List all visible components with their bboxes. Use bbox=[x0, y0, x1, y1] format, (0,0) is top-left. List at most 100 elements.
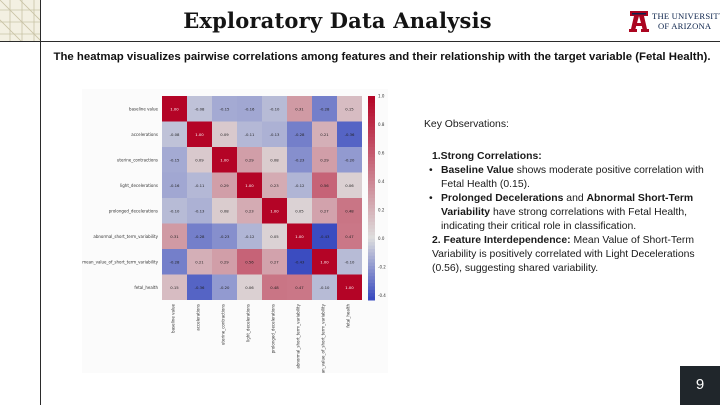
colorbar-segment bbox=[368, 249, 375, 253]
bullet-prolonged: • Prolonged Decelerations and Abnormal S… bbox=[424, 192, 714, 234]
cell-value-label: -0.28 bbox=[170, 259, 180, 264]
cell-value-label: 0.15 bbox=[170, 285, 179, 290]
cell-value-label: 0.56 bbox=[320, 183, 329, 188]
cell-value-label: 1.00 bbox=[270, 208, 279, 213]
heatmap-cell bbox=[187, 121, 212, 147]
bullet-2-bold-1: Prolonged Decelerations bbox=[441, 193, 564, 204]
colorbar-segment bbox=[368, 140, 375, 145]
heatmap-cell bbox=[262, 172, 287, 198]
heatmap-cell bbox=[312, 274, 337, 300]
cell-value-label: -0.23 bbox=[220, 234, 230, 239]
colorbar-segment bbox=[368, 269, 375, 274]
colorbar-segment bbox=[368, 242, 375, 247]
x-tick-label: baseline value bbox=[171, 303, 176, 332]
colorbar-segment bbox=[368, 167, 375, 172]
colorbar-segment bbox=[368, 136, 375, 141]
section-2: 2. Feature Interdependence: Mean Value o… bbox=[424, 234, 714, 276]
colorbar-segment bbox=[368, 109, 375, 114]
colorbar-segment bbox=[368, 174, 375, 179]
heatmap-cell bbox=[187, 198, 212, 224]
arizona-a-icon bbox=[629, 11, 649, 32]
colorbar-segment bbox=[368, 177, 375, 182]
heatmap-cell bbox=[337, 172, 362, 198]
page-number-box: 9 bbox=[680, 366, 720, 405]
colorbar-segment bbox=[368, 232, 375, 236]
heatmap-cell bbox=[262, 223, 287, 249]
colorbar-segment bbox=[368, 225, 375, 230]
cell-value-label: -0.36 bbox=[345, 132, 355, 137]
bullet-2-mid: and bbox=[563, 193, 587, 204]
heatmap-cell bbox=[312, 249, 337, 275]
slide-subtitle: The heatmap visualizes pairwise correlat… bbox=[53, 51, 711, 63]
cell-value-label: 0.29 bbox=[245, 157, 254, 162]
colorbar-segment bbox=[368, 235, 375, 240]
bullet-baseline: • Baseline Value shows moderate positive… bbox=[424, 164, 714, 192]
section-1-title: 1.Strong Correlations: bbox=[432, 151, 542, 162]
cell-value-label: -0.10 bbox=[320, 285, 330, 290]
heatmap-cell bbox=[187, 223, 212, 249]
cell-value-label: 1.00 bbox=[295, 234, 304, 239]
bullet-2-bold-2: Abnormal Short-Term Variability bbox=[441, 193, 694, 218]
y-tick-label: abnormal_short_term_variability bbox=[93, 234, 158, 239]
heatmap-cell bbox=[237, 223, 262, 249]
cell-value-label: 0.15 bbox=[345, 106, 354, 111]
colorbar-tick-label: -0.2 bbox=[378, 265, 386, 270]
heatmap-cell bbox=[162, 96, 187, 122]
heatmap-cell bbox=[287, 198, 312, 224]
cell-value-label: -0.10 bbox=[345, 259, 355, 264]
cell-value-label: -0.16 bbox=[170, 183, 180, 188]
cell-value-label: 0.21 bbox=[195, 259, 204, 264]
bullet-2-text: have strong correlations with Fetal Heal… bbox=[441, 207, 688, 232]
colorbar-segment bbox=[368, 102, 375, 107]
logo-text-line-1: THE UNIVERSITY bbox=[652, 11, 720, 21]
heatmap-cell bbox=[212, 172, 237, 198]
cell-value-label: 0.48 bbox=[270, 285, 279, 290]
colorbar-segment bbox=[368, 164, 375, 168]
colorbar-segment bbox=[368, 130, 375, 134]
heatmap-cell bbox=[162, 274, 187, 300]
university-logo: THE UNIVERSITY OF ARIZONA bbox=[628, 9, 720, 37]
cell-value-label: -0.11 bbox=[245, 132, 255, 137]
observations-heading: Key Observations: bbox=[424, 119, 509, 130]
x-tick-label: accelerations bbox=[196, 304, 201, 331]
y-tick-label: uterine_contractions bbox=[117, 157, 158, 162]
heatmap-cell bbox=[337, 147, 362, 173]
heatmap-cell bbox=[312, 223, 337, 249]
heatmap-cell bbox=[187, 96, 212, 122]
heatmap-cell bbox=[287, 147, 312, 173]
heatmap-cell bbox=[287, 172, 312, 198]
colorbar-segment bbox=[368, 133, 375, 138]
cell-value-label: 0.29 bbox=[220, 183, 229, 188]
heatmap-cell bbox=[212, 274, 237, 300]
colorbar-segment bbox=[368, 211, 375, 216]
colorbar-segment bbox=[368, 204, 375, 209]
cell-value-label: -0.11 bbox=[195, 183, 205, 188]
x-tick-label: light_decelerations bbox=[246, 304, 251, 342]
heatmap-cell bbox=[312, 172, 337, 198]
colorbar-segment bbox=[368, 187, 375, 192]
cell-value-label: -0.08 bbox=[170, 132, 180, 137]
y-tick-label: prolonged_decelerations bbox=[109, 208, 158, 213]
cell-value-label: 1.00 bbox=[220, 157, 229, 162]
heatmap-cell bbox=[162, 147, 187, 173]
cell-value-label: 0.31 bbox=[295, 106, 304, 111]
section-2-title: 2. Feature Interdependence: bbox=[432, 235, 571, 246]
cell-value-label: 0.05 bbox=[295, 208, 304, 213]
bullet-dot: • bbox=[429, 193, 433, 204]
cell-value-label: -0.20 bbox=[345, 157, 355, 162]
colorbar-tick-label: 0.6 bbox=[378, 151, 385, 156]
x-tick-label: mean_value_of_short_term_variability bbox=[321, 303, 326, 373]
cell-value-label: -0.28 bbox=[295, 132, 305, 137]
cell-value-label: 0.23 bbox=[245, 208, 254, 213]
cell-value-label: -0.15 bbox=[220, 106, 230, 111]
cell-value-label: 0.48 bbox=[345, 208, 354, 213]
colorbar-segment bbox=[368, 96, 375, 100]
colorbar-segment bbox=[368, 296, 375, 301]
colorbar-segment bbox=[368, 170, 375, 175]
colorbar-segment bbox=[368, 106, 375, 111]
heatmap-cell bbox=[312, 147, 337, 173]
cell-value-label: 0.23 bbox=[270, 183, 279, 188]
heatmap-cell bbox=[237, 249, 262, 275]
heatmap-cell bbox=[187, 249, 212, 275]
cell-value-label: 1.00 bbox=[195, 132, 204, 137]
